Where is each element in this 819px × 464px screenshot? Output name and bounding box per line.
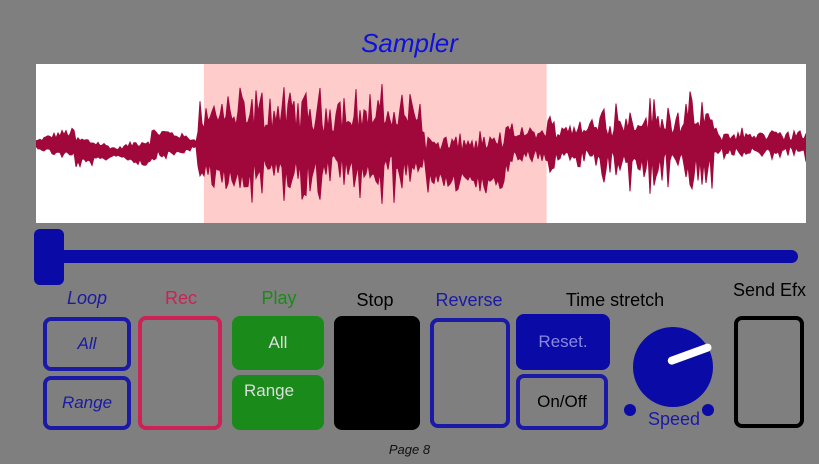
app-title: Sampler [361, 28, 458, 58]
play-all-button[interactable]: All [232, 316, 324, 370]
speed-min-dot [624, 404, 636, 416]
play-range-button[interactable]: Range [232, 375, 324, 430]
time-stretch-toggle-button[interactable]: On/Off [516, 374, 608, 430]
position-slider-thumb[interactable] [34, 229, 64, 285]
position-slider-track[interactable] [38, 250, 798, 263]
reverse-label: Reverse [435, 290, 503, 310]
stop-label: Stop [356, 290, 394, 310]
send-efx-button[interactable] [734, 316, 804, 428]
speed-label: Speed [647, 409, 701, 429]
loop-range-button[interactable]: Range [43, 376, 131, 430]
rec-label: Rec [164, 288, 197, 308]
speed-max-dot [702, 404, 714, 416]
waveform [36, 84, 806, 204]
page-indicator: Page 8 [388, 442, 431, 457]
time-stretch-label: Time stretch [565, 290, 665, 310]
loop-label: Loop [66, 288, 108, 308]
stop-button[interactable] [334, 316, 420, 430]
loop-all-button[interactable]: All [43, 317, 131, 371]
waveform-display[interactable] [36, 64, 806, 223]
rec-button[interactable] [138, 316, 222, 430]
speed-knob[interactable] [633, 327, 713, 407]
play-label: Play [261, 288, 297, 308]
waveform-svg [36, 64, 806, 223]
send-efx-label: Send Efx [732, 280, 807, 300]
reverse-button[interactable] [430, 318, 510, 428]
reset-button[interactable]: Reset. [516, 314, 610, 370]
